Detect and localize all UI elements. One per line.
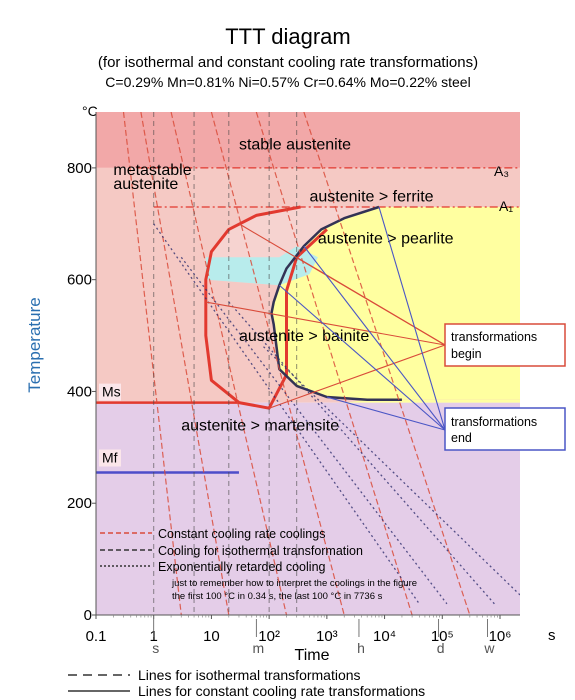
cooling-constant-3: [210, 112, 345, 615]
y-ticks: 0 200 400 600 800: [67, 160, 96, 624]
bottom-legend-constant: Lines for constant cooling rate transfor…: [138, 683, 425, 699]
y-tick-label-3: 600: [67, 272, 92, 289]
x-axis-title: Time: [295, 647, 330, 664]
begin-annotation-line2: begin: [451, 347, 482, 361]
x-tick-label-3: 10²: [258, 628, 280, 645]
end-annotation: transformations end: [444, 407, 566, 451]
x-unit-label: s: [548, 627, 556, 644]
x-tick-label-0: 0.1: [86, 628, 107, 645]
bottom-legend-isothermal: Lines for isothermal transformations: [138, 667, 361, 683]
y-tick-label-0: 0: [84, 607, 92, 624]
cooling-lines: [122, 112, 520, 615]
region-label-0: stable austenite: [239, 136, 351, 153]
series-end-curve: [270, 205, 402, 402]
y-tick-label-1: 200: [67, 495, 92, 512]
time-marker-label-0: s: [152, 640, 159, 656]
legend-constant-cooling: Constant cooling rate coolings: [158, 527, 325, 541]
cooling-exponential-2: [228, 301, 495, 605]
time-marker-label-1: m: [253, 640, 265, 656]
critical-temperatures: A₃ A₁ Ms Mf: [99, 163, 513, 467]
end-pointer-3: [378, 206, 446, 431]
y-unit-label: °C: [82, 103, 98, 119]
crit-label-3: Mf: [102, 449, 118, 465]
time-marker-label-2: h: [357, 640, 365, 656]
legend-note-line1: just to remember how to interpret the co…: [171, 578, 417, 589]
region-label-6: austenite > martensite: [181, 418, 339, 435]
cooling-constant-2: [170, 112, 288, 615]
end-annotation-line1: transformations: [451, 415, 537, 429]
end-pointer-2: [326, 396, 446, 431]
crit-label-0: A₃: [494, 163, 509, 179]
y-tick-label-4: 800: [67, 160, 92, 177]
inner-legend: Constant cooling rate coolings Cooling f…: [100, 527, 417, 602]
region-label-5: austenite > bainite: [239, 328, 369, 345]
legend-isothermal-cooling: Cooling for isothermal transformation: [158, 544, 363, 558]
bottom-legend: Lines for isothermal transformations Lin…: [68, 667, 425, 699]
cooling-constant-5: [303, 112, 471, 615]
cooling-exponential-3: [263, 346, 520, 596]
annotation-pointers: [205, 206, 446, 431]
steel-composition: C=0.29% Mn=0.81% Ni=0.57% Cr=0.64% Mo=0.…: [105, 74, 470, 90]
begin-annotation-line1: transformations: [451, 330, 537, 344]
cooling-constant-0: [122, 112, 182, 615]
end-pointer-1: [278, 284, 446, 431]
chart-title: TTT diagram: [225, 24, 351, 49]
legend-exponential-cooling: Exponentially retarded cooling: [158, 560, 326, 574]
end-annotation-line2: end: [451, 431, 472, 445]
region-label-3: austenite > ferrite: [309, 188, 433, 205]
end-pointer-0: [303, 245, 446, 431]
crit-label-bg-2: [99, 383, 121, 401]
crit-label-bg-3: [99, 449, 121, 467]
x-tick-label-4: 10³: [316, 628, 338, 645]
region-label-1: metastable: [113, 162, 191, 179]
time-marker-label-3: d: [437, 640, 445, 656]
x-tick-label-7: 10⁶: [489, 628, 512, 645]
x-tick-label-5: 10⁴: [373, 628, 396, 645]
legend-note-line2: the first 100 °C in 0.34 s, the last 100…: [172, 591, 383, 602]
y-axis-title: Temperature: [25, 297, 44, 392]
cooling-constant-4: [255, 112, 413, 615]
region-label-4: austenite > pearlite: [318, 230, 454, 247]
begin-annotation: transformations begin: [444, 323, 566, 367]
x-tick-label-6: 10⁵: [431, 628, 454, 645]
time-marker-label-4: w: [483, 640, 495, 656]
cooling-exponential-0: [153, 223, 420, 605]
begin-pointer-3: [238, 223, 446, 346]
y-tick-label-2: 400: [67, 383, 92, 400]
x-tick-label-2: 10: [203, 628, 220, 645]
crit-label-1: A₁: [499, 198, 513, 214]
crit-label-2: Ms: [102, 384, 121, 400]
begin-pointer-0: [205, 301, 446, 346]
region-stable-austenite: [96, 112, 520, 168]
cooling-constant-1: [140, 112, 230, 615]
begin-pointer-1: [268, 344, 446, 409]
region-label-2: austenite: [113, 176, 178, 193]
x-ticks: 0.1 1 10 10² 10³ 10⁴ 10⁵ 10⁶: [86, 615, 512, 645]
chart-subtitle: (for isothermal and constant cooling rat…: [98, 54, 478, 71]
